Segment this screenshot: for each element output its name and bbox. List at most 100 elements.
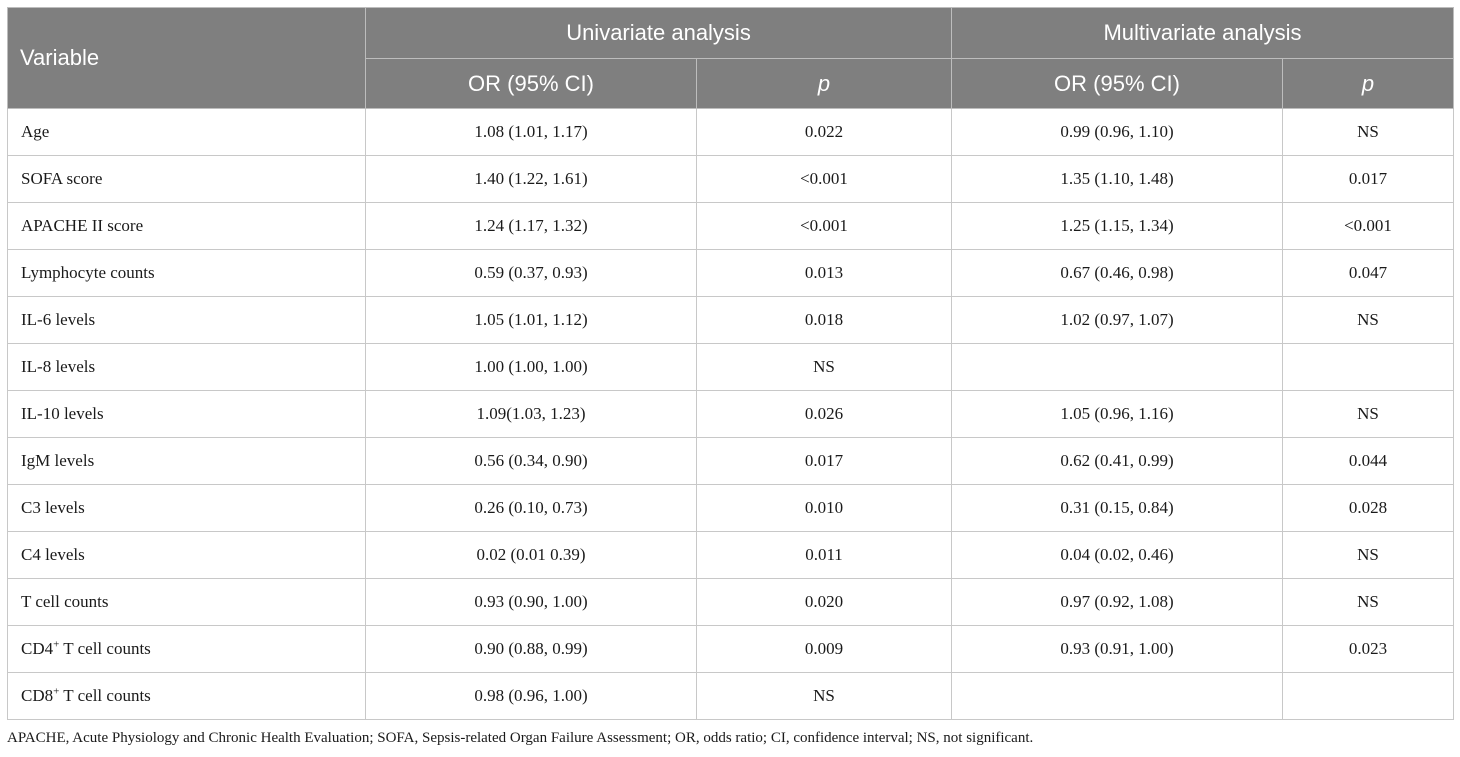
univariate-p-cell: <0.001 xyxy=(695,155,953,203)
table-row: APACHE II score 1.24 (1.17, 1.32) <0.001 1.… xyxy=(7,202,1455,250)
univariate-or-cell: 0.93 (0.90, 1.00) xyxy=(365,578,697,626)
table-row: IgM levels 0.56 (0.34, 0.90) 0.017 0.62 (0.… xyxy=(7,437,1455,485)
univariate-p-cell: <0.001 xyxy=(695,202,953,250)
table-row: Age 1.08 (1.01, 1.17) 0.022 0.99 (0.96, 1.1… xyxy=(7,108,1455,156)
multivariate-or-cell: 1.05 (0.96, 1.16) xyxy=(951,390,1284,438)
table-row: C4 levels 0.02 (0.01 0.39) 0.011 0.04 (0.02… xyxy=(7,531,1455,579)
multivariate-or-cell: 0.62 (0.41, 0.99) xyxy=(951,437,1284,485)
variable-name: IL-8 levels xyxy=(21,357,96,376)
univariate-or-cell: 0.02 (0.01 0.39) xyxy=(365,531,697,579)
multivariate-p-cell: 0.044 xyxy=(1282,437,1455,485)
variable-name: APACHE II score xyxy=(21,216,144,235)
variable-name: SOFA score xyxy=(21,169,103,188)
variable-superscript: + xyxy=(53,685,60,698)
table-footnote: APACHE, Acute Physiology and Chronic Hea… xyxy=(7,730,1034,746)
variable-name: IgM levels xyxy=(21,451,95,470)
variable-name: IL-10 levels xyxy=(21,404,104,423)
table-row: IL-8 levels 1.00 (1.00, 1.00) NS xyxy=(7,343,1455,391)
multivariate-p-cell: NS xyxy=(1282,390,1455,438)
variable-cell: C4 levels xyxy=(7,531,366,579)
univariate-p-cell: 0.013 xyxy=(695,249,953,297)
variable-column-header: Variable xyxy=(7,7,366,109)
multivariate-or-cell xyxy=(951,343,1284,391)
variable-cell: SOFA score xyxy=(7,155,366,203)
multivariate-p-cell: <0.001 xyxy=(1282,202,1455,250)
univariate-p-cell: 0.022 xyxy=(695,108,953,156)
table-body: Age 1.08 (1.01, 1.17) 0.022 0.99 (0.96, 1.1… xyxy=(7,108,1455,720)
p-label: p xyxy=(1361,70,1375,96)
multivariate-p-cell: 0.023 xyxy=(1282,625,1455,673)
variable-cell: Age xyxy=(7,108,366,156)
univariate-or-cell: 0.98 (0.96, 1.00) xyxy=(365,672,697,720)
multivariate-or-cell: 0.04 (0.02, 0.46) xyxy=(951,531,1284,579)
variable-cell: IgM levels xyxy=(7,437,366,485)
variable-cell: IL-6 levels xyxy=(7,296,366,344)
variable-name: CD8 xyxy=(21,686,54,705)
variable-name-suffix: T cell counts xyxy=(59,686,151,705)
multivariate-p-cell: NS xyxy=(1282,108,1455,156)
table-header: Variable Univariate analysis Multivariat… xyxy=(7,7,1455,109)
variable-cell: C3 levels xyxy=(7,484,366,532)
multivariate-p-cell: NS xyxy=(1282,531,1455,579)
table-row: T cell counts 0.93 (0.90, 1.00) 0.020 0.97 … xyxy=(7,578,1455,626)
multivariate-p-cell: 0.047 xyxy=(1282,249,1455,297)
variable-name: T cell counts xyxy=(21,592,109,611)
table-row: IL-6 levels 1.05 (1.01, 1.12) 0.018 1.02 (0… xyxy=(7,296,1455,344)
variable-name: IL-6 levels xyxy=(21,310,96,329)
variable-name: C4 levels xyxy=(21,545,85,564)
univariate-or-cell: 1.40 (1.22, 1.61) xyxy=(365,155,697,203)
multivariate-p-cell: NS xyxy=(1282,296,1455,344)
multivariate-or-cell: 0.67 (0.46, 0.98) xyxy=(951,249,1284,297)
univariate-p-cell: 0.017 xyxy=(695,437,953,485)
multivariate-p-cell: 0.017 xyxy=(1282,155,1455,203)
table-row: CD8+ T cell counts 0.98 (0.96, 1.00) NS xyxy=(7,672,1455,720)
multivariate-or-cell: 1.25 (1.15, 1.34) xyxy=(951,202,1284,250)
multivariate-p-cell: NS xyxy=(1282,578,1455,626)
variable-cell: APACHE II score xyxy=(7,202,366,250)
multivariate-p-cell xyxy=(1282,343,1455,391)
p-label: p xyxy=(817,70,831,96)
multivariate-or-cell: 0.31 (0.15, 0.84) xyxy=(951,484,1284,532)
multivariate-or-cell: 1.35 (1.10, 1.48) xyxy=(951,155,1284,203)
univariate-or-cell: 0.26 (0.10, 0.73) xyxy=(365,484,697,532)
multivariate-group-header: Multivariate analysis xyxy=(951,7,1455,59)
univariate-p-cell: 0.026 xyxy=(695,390,953,438)
table-row: CD4+ T cell counts 0.90 (0.88, 0.99) 0.009… xyxy=(7,625,1455,673)
regression-table: Variable Univariate analysis Multivariat… xyxy=(7,7,1455,720)
univariate-p-cell: 0.009 xyxy=(695,625,953,673)
univariate-or-cell: 1.24 (1.17, 1.32) xyxy=(365,202,697,250)
univariate-p-cell: 0.020 xyxy=(695,578,953,626)
univariate-p-header: p xyxy=(695,58,953,109)
univariate-p-cell: 0.010 xyxy=(695,484,953,532)
multivariate-p-cell xyxy=(1282,672,1455,720)
variable-cell: CD4+ T cell counts xyxy=(7,625,366,673)
variable-name: CD4 xyxy=(21,639,54,658)
variable-cell: T cell counts xyxy=(7,578,366,626)
table-row: IL-10 levels 1.09(1.03, 1.23) 0.026 1.05 (0… xyxy=(7,390,1455,438)
variable-superscript: + xyxy=(53,638,60,651)
multivariate-or-cell: 0.97 (0.92, 1.08) xyxy=(951,578,1284,626)
multivariate-or-header: OR (95% CI) xyxy=(951,58,1284,109)
variable-cell: IL-8 levels xyxy=(7,343,366,391)
univariate-p-cell: NS xyxy=(695,672,953,720)
univariate-p-cell: NS xyxy=(695,343,953,391)
multivariate-p-cell: 0.028 xyxy=(1282,484,1455,532)
multivariate-or-cell xyxy=(951,672,1284,720)
univariate-p-cell: 0.011 xyxy=(695,531,953,579)
univariate-or-cell: 1.00 (1.00, 1.00) xyxy=(365,343,697,391)
variable-cell: CD8+ T cell counts xyxy=(7,672,366,720)
table-row: C3 levels 0.26 (0.10, 0.73) 0.010 0.31 (0.1… xyxy=(7,484,1455,532)
table-row: SOFA score 1.40 (1.22, 1.61) <0.001 1.35 (1… xyxy=(7,155,1455,203)
univariate-or-cell: 0.59 (0.37, 0.93) xyxy=(365,249,697,297)
multivariate-p-header: p xyxy=(1282,58,1455,109)
multivariate-or-cell: 0.99 (0.96, 1.10) xyxy=(951,108,1284,156)
multivariate-or-cell: 0.93 (0.91, 1.00) xyxy=(951,625,1284,673)
univariate-p-cell: 0.018 xyxy=(695,296,953,344)
variable-cell: IL-10 levels xyxy=(7,390,366,438)
univariate-or-cell: 1.05 (1.01, 1.12) xyxy=(365,296,697,344)
univariate-or-cell: 1.09(1.03, 1.23) xyxy=(365,390,697,438)
multivariate-or-cell: 1.02 (0.97, 1.07) xyxy=(951,296,1284,344)
univariate-or-cell: 1.08 (1.01, 1.17) xyxy=(365,108,697,156)
variable-name: Lymphocyte counts xyxy=(21,263,155,282)
variable-name-suffix: T cell counts xyxy=(59,639,151,658)
